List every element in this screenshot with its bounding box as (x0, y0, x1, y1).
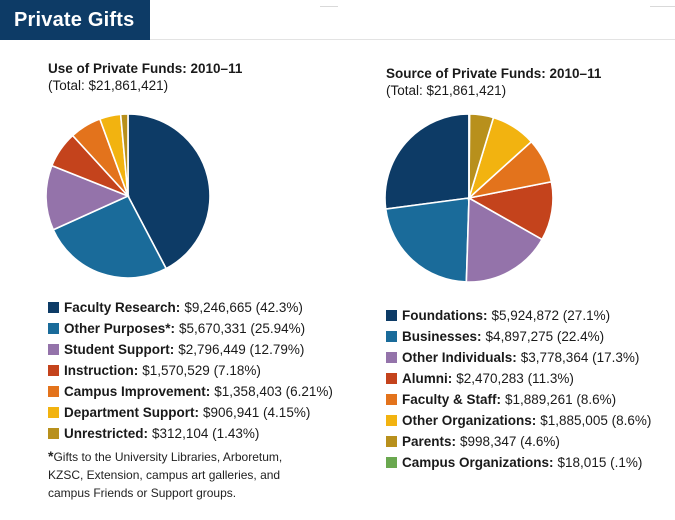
legend-label: Student Support: (64, 342, 175, 357)
legend-value: $312,104 (1.43%) (152, 426, 260, 441)
legend-item: Foundations: $5,924,872 (27.1%) (386, 305, 651, 326)
legend-swatch (386, 352, 397, 363)
legend-value: $18,015 (.1%) (557, 455, 643, 470)
legend-swatch (386, 394, 397, 405)
chart-subtitle: (Total: $21,861,421) (48, 78, 169, 93)
legend-item: Instruction: $1,570,529 (7.18%) (48, 360, 333, 381)
legend-value: $4,897,275 (22.4%) (485, 329, 605, 344)
use-of-funds-legend: Faculty Research: $9,246,665 (42.3%) Other… (48, 297, 333, 444)
legend-label: Department Support: (64, 405, 199, 420)
legend-value: $1,570,529 (7.18%) (142, 363, 261, 378)
legend-item: Other Individuals: $3,778,364 (17.3%) (386, 347, 651, 368)
legend-swatch (386, 457, 397, 468)
pie-slice (127, 113, 211, 270)
legend-label: Campus Organizations: (402, 455, 554, 470)
legend-label: Alumni: (402, 371, 453, 386)
legend-swatch (386, 415, 397, 426)
legend-label: Faculty & Staff: (402, 392, 502, 407)
legend-item: Other Organizations: $1,885,005 (8.6%) (386, 410, 651, 431)
legend-swatch (48, 365, 59, 376)
use-of-funds-pie (45, 113, 211, 279)
legend-value: $5,924,872 (27.1%) (491, 308, 611, 323)
header-divider (150, 39, 675, 40)
pie-slice (384, 113, 470, 210)
legend-value: $2,796,449 (12.79%) (178, 342, 305, 357)
legend-label: Unrestricted: (64, 426, 149, 441)
footnote-marker: * (48, 448, 54, 464)
legend-label: Faculty Research: (64, 300, 181, 315)
legend-value: $998,347 (4.6%) (460, 434, 560, 449)
legend-label: Campus Improvement: (64, 384, 211, 399)
chart-subtitle: (Total: $21,861,421) (386, 83, 507, 98)
legend-item: Faculty & Staff: $1,889,261 (8.6%) (386, 389, 651, 410)
legend-value: $3,778,364 (17.3%) (520, 350, 640, 365)
legend-label: Parents: (402, 434, 457, 449)
legend-value: $906,941 (4.15%) (203, 405, 311, 420)
footnote: *Gifts to the University Libraries, Arbo… (48, 447, 318, 502)
legend-value: $2,470,283 (11.3%) (456, 371, 574, 386)
header-rule-mark (650, 6, 675, 7)
legend-item: Alumni: $2,470,283 (11.3%) (386, 368, 651, 389)
legend-label: Foundations: (402, 308, 488, 323)
legend-label: Instruction: (64, 363, 139, 378)
legend-swatch (48, 323, 59, 334)
pie-slice (465, 196, 544, 283)
legend-item: Campus Organizations: $18,015 (.1%) (386, 452, 651, 473)
use-of-funds-header: Use of Private Funds: 2010–11 (Total: $2… (48, 60, 348, 94)
legend-swatch (386, 436, 397, 447)
legend-swatch (48, 302, 59, 313)
source-of-funds-legend: Foundations: $5,924,872 (27.1%) Businesses… (386, 305, 651, 473)
legend-swatch (386, 310, 397, 321)
footnote-text: Gifts to the University Libraries, Arbor… (48, 450, 283, 500)
pie-slice (119, 113, 129, 197)
legend-item: Unrestricted: $312,104 (1.43%) (48, 423, 333, 444)
source-of-funds-header: Source of Private Funds: 2010–11 (Total:… (386, 65, 671, 99)
pie-slice (384, 197, 470, 283)
page-banner: Private Gifts (0, 0, 150, 40)
legend-item: Faculty Research: $9,246,665 (42.3%) (48, 297, 333, 318)
legend-swatch (48, 428, 59, 439)
legend-swatch (386, 373, 397, 384)
legend-item: Parents: $998,347 (4.6%) (386, 431, 651, 452)
legend-item: Businesses: $4,897,275 (22.4%) (386, 326, 651, 347)
legend-value: $1,889,261 (8.6%) (505, 392, 617, 407)
legend-item: Department Support: $906,941 (4.15%) (48, 402, 333, 423)
legend-value: $5,670,331 (25.94%) (179, 321, 306, 336)
chart-title: Source of Private Funds: 2010–11 (386, 66, 602, 81)
chart-title: Use of Private Funds: 2010–11 (48, 61, 243, 76)
legend-value: $1,885,005 (8.6%) (540, 413, 652, 428)
pie-slice (52, 194, 168, 279)
legend-value: $9,246,665 (42.3%) (184, 300, 303, 315)
legend-item: Student Support: $2,796,449 (12.79%) (48, 339, 333, 360)
legend-label: Businesses: (402, 329, 482, 344)
source-of-funds-pie (384, 113, 554, 283)
pie-slice (468, 113, 471, 199)
legend-label: Other Organizations: (402, 413, 537, 428)
legend-item: Other Purposes*: $5,670,331 (25.94%) (48, 318, 333, 339)
legend-value: $1,358,403 (6.21%) (214, 384, 333, 399)
legend-swatch (48, 344, 59, 355)
legend-label: Other Purposes*: (64, 321, 176, 336)
header-rule-mark (320, 6, 338, 7)
page-title: Private Gifts (14, 9, 135, 31)
legend-swatch (48, 407, 59, 418)
legend-swatch (48, 386, 59, 397)
legend-item: Campus Improvement: $1,358,403 (6.21%) (48, 381, 333, 402)
pie-slice (45, 164, 131, 231)
legend-label: Other Individuals: (402, 350, 517, 365)
legend-swatch (386, 331, 397, 342)
